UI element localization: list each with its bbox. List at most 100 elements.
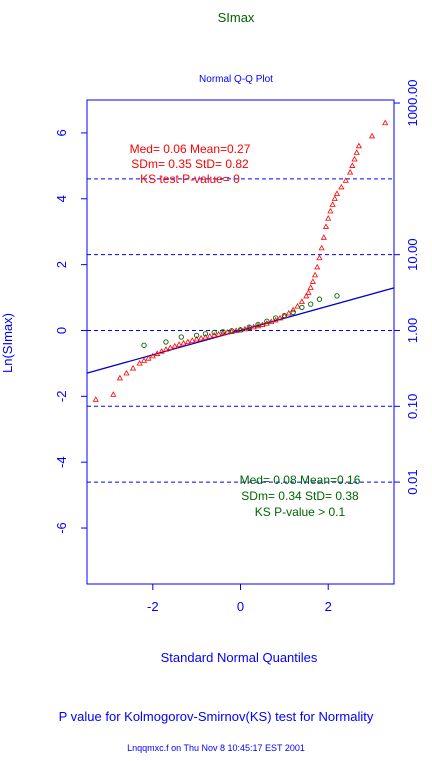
point-triangle (303, 292, 310, 299)
point-circle (308, 301, 314, 307)
right-tick-label: 0.01 (405, 469, 420, 494)
point-circle (290, 309, 296, 316)
y-tick-label: 6 (54, 129, 69, 136)
y-tick-label: -2 (54, 391, 69, 403)
point-triangle (224, 329, 231, 335)
x-tick-label: -2 (147, 599, 159, 614)
point-triangle (140, 357, 148, 363)
points-group (92, 119, 389, 402)
plot-frame (86, 99, 395, 585)
point-triangle (171, 342, 178, 349)
point-triangle (202, 333, 209, 340)
y-tick-label: 4 (54, 195, 69, 202)
y-tick-label: -4 (54, 456, 69, 468)
point-triangle (351, 155, 358, 162)
point-triangle (110, 391, 117, 397)
point-triangle (116, 374, 123, 381)
point-triangle (167, 344, 174, 351)
annotation-red-line-3: KS test P-value= 0 (140, 172, 240, 186)
point-triangle (342, 177, 349, 183)
point-triangle (294, 303, 301, 309)
point-circle (334, 293, 340, 299)
point-triangle (219, 330, 227, 336)
point-triangle (329, 201, 336, 207)
y-tick-label: -6 (54, 522, 69, 534)
y-axis-label: Ln(SImax) (0, 313, 15, 373)
point-circle (229, 328, 235, 334)
point-circle (281, 313, 288, 319)
point-triangle (355, 142, 362, 149)
point-triangle (206, 332, 213, 339)
annotation-red-line-1: Med= 0.06 Mean=0.27 (130, 142, 251, 156)
point-circle (237, 327, 244, 333)
point-circle (211, 329, 217, 336)
footer-source: Lnqqmxc.f on Thu Nov 8 10:45:17 EST 2001 (127, 743, 305, 753)
point-circle (202, 331, 209, 337)
reference-lines (87, 178, 394, 483)
point-triangle (211, 331, 218, 338)
point-triangle (268, 318, 275, 325)
point-triangle (338, 183, 345, 190)
right-tick-label: 1.00 (405, 318, 420, 343)
point-triangle (197, 334, 205, 341)
point-triangle (254, 322, 262, 329)
point-circle (163, 339, 169, 345)
footer-caption: P value for Kolmogorov-Smirnov(KS) test … (59, 709, 374, 724)
point-triangle (331, 195, 338, 201)
point-triangle (316, 254, 323, 261)
point-triangle (158, 348, 165, 354)
point-circle (316, 296, 323, 302)
point-triangle (233, 327, 240, 333)
point-triangle (333, 190, 341, 196)
annotation-green-line-2: SDm= 0.34 StD= 0.38 (241, 489, 359, 503)
point-triangle (184, 338, 191, 345)
chart-title: SImax (218, 10, 255, 25)
x-tick-label: 2 (325, 599, 332, 614)
point-triangle (259, 321, 266, 327)
point-triangle (193, 335, 200, 342)
right-tick-label: 0.10 (405, 394, 420, 419)
point-triangle (180, 339, 187, 346)
chart-subtitle: Normal Q-Q Plot (199, 74, 273, 85)
annotation-green-line-3: KS P-value > 0.1 (255, 505, 346, 519)
annotation-green-line-1: Med= 0.08 Mean=0.16 (240, 473, 361, 487)
point-triangle (136, 359, 143, 366)
fit-line-group (86, 287, 395, 374)
point-triangle (215, 331, 222, 337)
point-circle (299, 304, 305, 311)
point-triangle (154, 350, 161, 356)
point-triangle (276, 314, 284, 321)
point-triangle (305, 289, 312, 295)
point-triangle (314, 263, 321, 270)
point-triangle (250, 323, 257, 330)
point-circle (141, 342, 147, 348)
point-triangle (311, 271, 319, 278)
right-tick-label: 10.00 (405, 238, 420, 271)
point-circle (220, 329, 226, 335)
point-triangle (307, 284, 314, 290)
right-tick-label: 1000.00 (405, 80, 420, 127)
point-triangle (353, 149, 360, 155)
axes-group: -2 0 2 -6 -4 -2 0 2 4 6 0.01 0.10 1.00 10.00 1000.00 (54, 80, 420, 614)
point-triangle (327, 207, 334, 214)
point-triangle (298, 298, 305, 304)
point-triangle (320, 234, 327, 240)
point-triangle (149, 352, 156, 359)
point-triangle (309, 278, 316, 284)
point-circle (272, 315, 279, 321)
fit-line (86, 287, 395, 374)
point-circle (193, 332, 200, 339)
point-circle (264, 318, 270, 324)
annotation-red-line-2: SDm= 0.35 StD= 0.82 (131, 157, 249, 171)
point-triangle (318, 244, 325, 251)
point-triangle (162, 346, 170, 352)
point-triangle (322, 223, 330, 229)
point-triangle (347, 169, 354, 175)
point-triangle (92, 396, 99, 402)
point-triangle (189, 337, 196, 343)
point-triangle (349, 162, 356, 168)
point-triangle (176, 341, 183, 347)
point-triangle (285, 309, 292, 316)
point-triangle (368, 132, 376, 139)
